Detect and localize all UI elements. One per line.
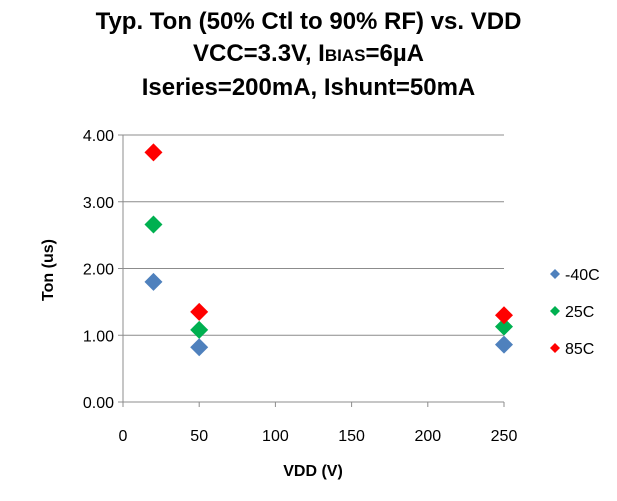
y-tick-label: 3.00 bbox=[83, 195, 114, 212]
y-tick-label: 4.00 bbox=[83, 128, 114, 145]
data-point--40C bbox=[144, 272, 163, 291]
legend-label: 25C bbox=[565, 304, 594, 321]
legend-marker bbox=[550, 269, 560, 279]
legend-label: -40C bbox=[565, 267, 600, 284]
legend-marker bbox=[550, 306, 560, 316]
x-tick-label: 250 bbox=[491, 428, 518, 445]
title-line-2-bias: BIAS bbox=[324, 46, 366, 65]
x-tick-label: 200 bbox=[414, 428, 441, 445]
legend-label: 85C bbox=[565, 341, 594, 358]
data-point--40C bbox=[495, 335, 513, 354]
y-axis-title: Ton (us) bbox=[40, 239, 57, 301]
chart-title: Typ. Ton (50% Ctl to 90% RF) vs. VDD VCC… bbox=[0, 6, 617, 104]
y-tick-label: 0.00 bbox=[83, 395, 114, 412]
x-tick-label: 0 bbox=[119, 428, 128, 445]
data-points bbox=[144, 143, 513, 357]
data-point-85C bbox=[495, 306, 513, 325]
data-point-85C bbox=[144, 143, 163, 162]
data-point-25C bbox=[144, 215, 163, 234]
x-tick-label: 100 bbox=[262, 428, 289, 445]
x-axis-ticks: 0 50 100 150 200 250 bbox=[119, 402, 518, 445]
x-tick-label: 50 bbox=[190, 428, 208, 445]
legend: -40C 25C 85C bbox=[550, 267, 600, 358]
y-axis-ticks: 0.00 1.00 2.00 3.00 4.00 bbox=[83, 128, 123, 412]
chart-title-line-2: VCC=3.3V, IBIAS=6µA bbox=[0, 38, 617, 72]
data-point-85C bbox=[190, 302, 209, 321]
x-tick-label: 150 bbox=[338, 428, 365, 445]
title-line-2-suffix: =6µA bbox=[365, 40, 424, 67]
y-tick-label: 1.00 bbox=[83, 328, 114, 345]
data-point-25C bbox=[495, 317, 513, 336]
title-line-2-prefix: VCC=3.3V, I bbox=[192, 40, 325, 67]
gridlines bbox=[122, 134, 504, 403]
y-tick-label: 2.00 bbox=[83, 262, 114, 279]
x-axis-title: VDD (V) bbox=[283, 463, 343, 480]
chart-title-line-3: Iseries=200mA, Ishunt=50mA bbox=[141, 74, 476, 101]
legend-marker bbox=[550, 343, 560, 353]
chart-title-line-1: Typ. Ton (50% Ctl to 90% RF) vs. VDD bbox=[95, 8, 522, 35]
data-point--40C bbox=[190, 338, 209, 357]
data-point-25C bbox=[190, 320, 209, 339]
